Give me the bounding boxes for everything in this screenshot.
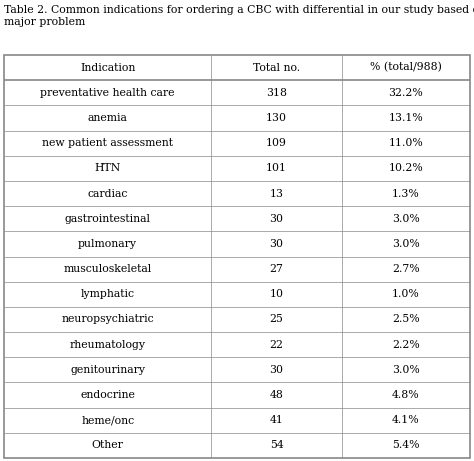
Text: 101: 101 xyxy=(266,163,287,173)
Text: 30: 30 xyxy=(270,239,283,249)
Text: rheumatology: rheumatology xyxy=(70,340,146,349)
Text: Indication: Indication xyxy=(80,63,136,72)
Text: Table 2. Common indications for ordering a CBC with differential in our study ba: Table 2. Common indications for ordering… xyxy=(4,5,474,15)
Text: 10.2%: 10.2% xyxy=(389,163,423,173)
Text: 1.3%: 1.3% xyxy=(392,189,420,199)
Text: 5.4%: 5.4% xyxy=(392,440,419,450)
Text: new patient assessment: new patient assessment xyxy=(42,138,173,148)
Text: anemia: anemia xyxy=(88,113,128,123)
Text: 318: 318 xyxy=(266,88,287,98)
Text: major problem: major problem xyxy=(4,17,85,27)
Text: 22: 22 xyxy=(270,340,283,349)
Text: endocrine: endocrine xyxy=(80,390,135,400)
Text: preventative health care: preventative health care xyxy=(40,88,175,98)
Text: lymphatic: lymphatic xyxy=(81,290,135,299)
Text: 3.0%: 3.0% xyxy=(392,214,420,224)
Text: 3.0%: 3.0% xyxy=(392,365,420,375)
Text: pulmonary: pulmonary xyxy=(78,239,137,249)
Text: cardiac: cardiac xyxy=(88,189,128,199)
Text: 48: 48 xyxy=(270,390,283,400)
Text: 11.0%: 11.0% xyxy=(389,138,423,148)
Text: 54: 54 xyxy=(270,440,283,450)
Text: Total no.: Total no. xyxy=(253,63,300,72)
Text: 2.2%: 2.2% xyxy=(392,340,420,349)
Text: HTN: HTN xyxy=(94,163,121,173)
Text: 25: 25 xyxy=(270,314,283,325)
Text: 130: 130 xyxy=(266,113,287,123)
Text: genitourinary: genitourinary xyxy=(70,365,145,375)
Text: 1.0%: 1.0% xyxy=(392,290,420,299)
Text: 30: 30 xyxy=(270,214,283,224)
Text: neuropsychiatric: neuropsychiatric xyxy=(61,314,154,325)
Text: 32.2%: 32.2% xyxy=(389,88,423,98)
Text: 27: 27 xyxy=(270,264,283,274)
Text: 10: 10 xyxy=(270,290,283,299)
Text: 4.1%: 4.1% xyxy=(392,415,420,425)
Bar xyxy=(4,55,470,458)
Text: 30: 30 xyxy=(270,365,283,375)
Text: 13: 13 xyxy=(270,189,283,199)
Text: heme/onc: heme/onc xyxy=(81,415,134,425)
Text: 2.7%: 2.7% xyxy=(392,264,420,274)
Text: 4.8%: 4.8% xyxy=(392,390,420,400)
Text: 2.5%: 2.5% xyxy=(392,314,420,325)
Text: % (total/988): % (total/988) xyxy=(370,62,442,73)
Text: 41: 41 xyxy=(270,415,283,425)
Text: gastrointestinal: gastrointestinal xyxy=(64,214,151,224)
Text: Other: Other xyxy=(92,440,124,450)
Text: musculoskeletal: musculoskeletal xyxy=(64,264,152,274)
Text: 13.1%: 13.1% xyxy=(389,113,423,123)
Text: 109: 109 xyxy=(266,138,287,148)
Text: 3.0%: 3.0% xyxy=(392,239,420,249)
